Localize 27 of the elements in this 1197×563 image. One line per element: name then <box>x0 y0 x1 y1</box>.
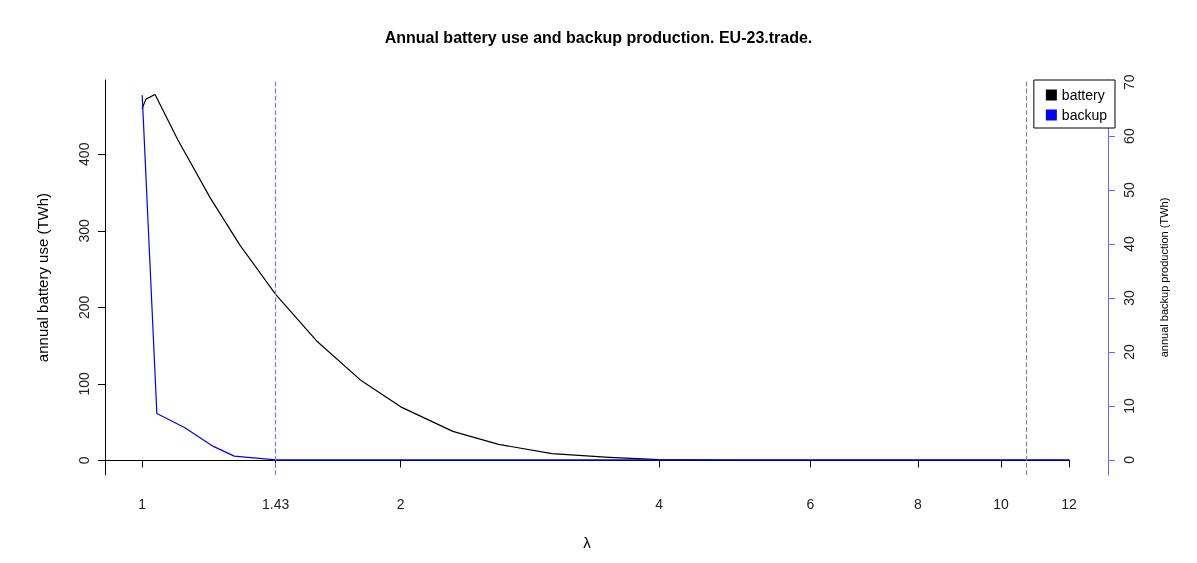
y2-tick-label: 0 <box>1121 455 1137 464</box>
y2-tick-label: 20 <box>1121 343 1137 360</box>
y2-tick-label: 70 <box>1121 74 1137 90</box>
legend-label: battery <box>1061 87 1105 103</box>
y-tick-label: 100 <box>76 372 92 396</box>
y2-axis-title: annual backup production (TWh) <box>1157 197 1170 358</box>
y2-tick-label: 50 <box>1121 182 1137 198</box>
x-axis-title: λ <box>583 534 592 551</box>
x-tick-label: 2 <box>396 496 405 512</box>
chart-title: Annual battery use and backup production. EU-23.trade. <box>384 28 813 46</box>
y-tick-label: 0 <box>76 456 92 465</box>
x-tick-label: 8 <box>913 496 922 512</box>
x-tick-label: 6 <box>806 496 815 512</box>
y2-tick-label: 30 <box>1121 290 1137 306</box>
y2-tick-label: 60 <box>1121 128 1137 144</box>
x-tick-label: 4 <box>655 496 664 512</box>
x-tick-label: 10 <box>993 496 1009 512</box>
x-tick-label: 1.43 <box>262 496 290 512</box>
y2-tick-label: 10 <box>1121 397 1137 414</box>
x-tick-label: 12 <box>1061 496 1077 512</box>
y-tick-label: 200 <box>76 295 92 320</box>
x-tick-label: 1 <box>138 496 147 512</box>
legend-label: backup <box>1061 107 1108 123</box>
y2-tick-label: 40 <box>1121 236 1137 252</box>
y-tick-label: 400 <box>76 142 92 166</box>
y-axis-title: annual battery use (TWh) <box>34 192 51 363</box>
y-tick-label: 300 <box>76 218 92 243</box>
